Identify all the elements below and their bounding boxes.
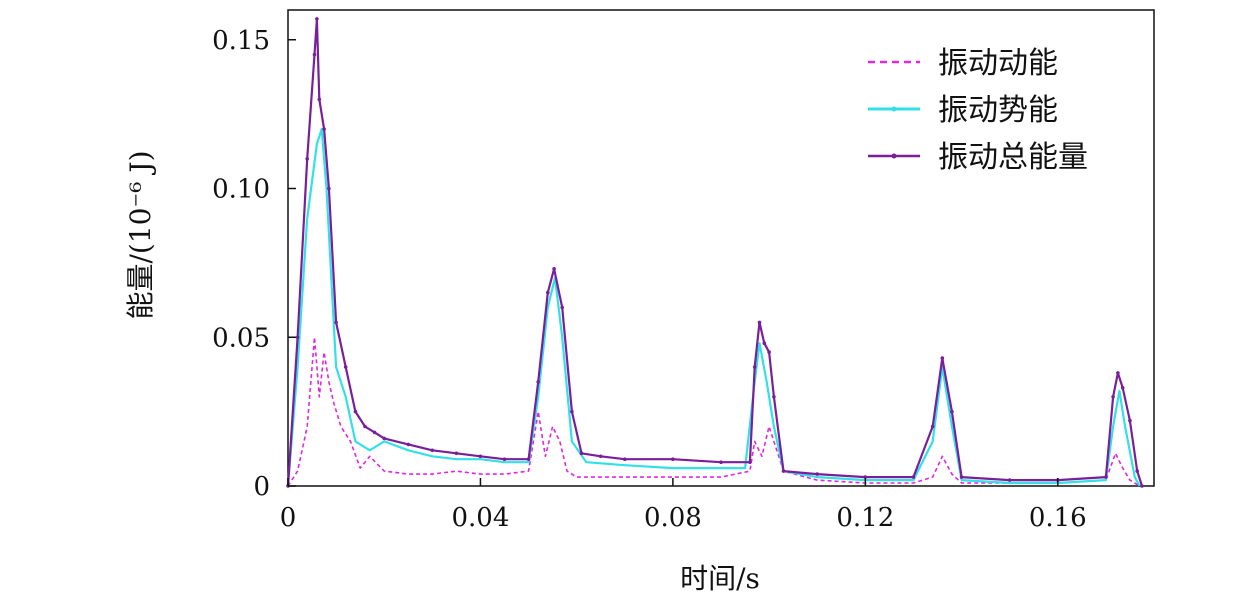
data-point — [334, 320, 338, 325]
data-point — [1116, 371, 1120, 375]
data-point — [536, 380, 540, 384]
legend-label-total: 振动总能量 — [938, 140, 1088, 175]
data-point — [1128, 418, 1132, 423]
data-point — [757, 320, 762, 325]
series-line-potential — [286, 127, 1141, 487]
data-point — [579, 451, 584, 456]
data-point — [382, 436, 387, 441]
data-point — [719, 460, 723, 465]
legend-marker-potential — [891, 106, 897, 112]
data-point — [305, 157, 310, 161]
data-point — [959, 475, 964, 479]
legend: 振动动能 振动势能 振动总能量 — [868, 46, 1088, 175]
plot-frame — [287, 9, 1155, 487]
data-point — [478, 454, 483, 459]
data-point — [1140, 484, 1144, 488]
axes-layer: 0 0.04 0.08 0.12 0.16 0 0.05 0.10 0.15 — [212, 26, 1087, 533]
data-point — [762, 341, 767, 346]
data-point — [560, 305, 564, 310]
data-point — [940, 356, 945, 360]
x-tick-label: 0.16 — [1029, 503, 1087, 533]
data-point — [781, 469, 786, 473]
data-point — [406, 442, 411, 447]
data-point — [295, 335, 300, 340]
data-point — [772, 395, 776, 399]
data-point — [526, 457, 531, 462]
legend-marker-total — [891, 153, 897, 159]
data-point — [322, 127, 326, 131]
y-tick-label: 0.15 — [212, 26, 270, 56]
data-point — [623, 457, 627, 462]
data-point — [1104, 475, 1108, 479]
y-tick-label: 0.10 — [212, 175, 270, 205]
data-point — [1135, 469, 1139, 473]
data-point — [815, 472, 819, 476]
data-point — [343, 365, 348, 369]
data-point — [911, 475, 916, 479]
x-tick-label: 0 — [280, 503, 297, 533]
data-point — [863, 475, 868, 479]
data-point — [327, 186, 331, 191]
data-point — [598, 454, 603, 459]
series-line-total — [286, 17, 1144, 487]
data-point — [430, 448, 435, 453]
x-tick-label: 0.08 — [644, 503, 702, 533]
data-point — [552, 267, 556, 271]
data-point — [454, 451, 459, 456]
data-point — [312, 52, 317, 57]
series-line-kinetic — [287, 336, 1141, 487]
data-point — [315, 17, 319, 21]
data-point — [767, 350, 771, 354]
data-point — [1120, 386, 1125, 390]
data-point — [317, 97, 322, 102]
y-tick-label: 0 — [253, 472, 270, 502]
x-tick-label: 0.12 — [836, 503, 894, 533]
data-point — [748, 460, 752, 465]
data-point — [570, 409, 574, 414]
data-point — [752, 365, 757, 369]
data-point — [671, 457, 675, 462]
legend-label-potential: 振动势能 — [938, 93, 1058, 128]
series-layer — [286, 17, 1144, 488]
y-axis-label: 能量/(10⁻⁶ J) — [124, 150, 157, 319]
data-point — [546, 290, 550, 295]
data-point — [502, 457, 507, 462]
data-point — [363, 424, 367, 429]
x-tick-label: 0.04 — [451, 503, 509, 533]
data-point — [950, 409, 954, 414]
data-point — [372, 430, 377, 435]
data-point — [353, 409, 358, 414]
data-point — [1007, 478, 1012, 482]
data-point — [1111, 395, 1115, 399]
x-axis-label: 时间/s — [680, 562, 760, 595]
data-point — [930, 424, 935, 429]
y-tick-label: 0.05 — [212, 323, 270, 353]
legend-label-kinetic: 振动动能 — [938, 46, 1058, 81]
